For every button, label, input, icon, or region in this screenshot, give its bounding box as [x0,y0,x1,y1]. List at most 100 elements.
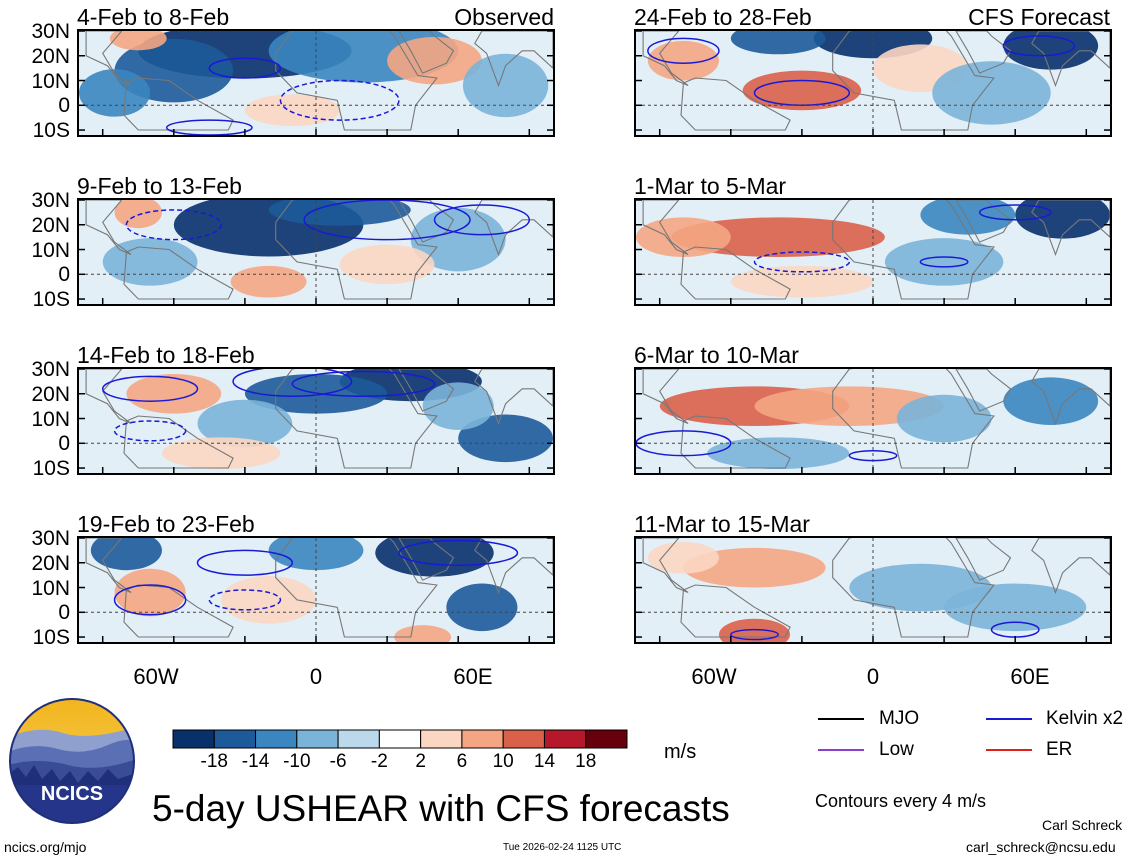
lat-tick-label: 10S [32,119,70,143]
legend-line-er [986,749,1032,751]
coastline [1031,200,1110,257]
map-panel-4feb-8feb [77,29,555,137]
map-svg [79,31,553,135]
lat-tick-label: 20N [31,44,70,68]
footer-url[interactable]: ncics.org/mjo [4,839,87,855]
colorbar-swatch [420,729,463,749]
coastline [1031,369,1110,426]
colorbar-swatch [172,729,215,749]
coastline [680,415,791,469]
shear-field-region [221,576,316,624]
shear-field-region [79,69,151,117]
shear-field-region [410,207,506,272]
panel-title: 19-Feb to 23-Feb [77,511,255,537]
panel-title: 9-Feb to 13-Feb [77,173,242,199]
shear-field-region [932,61,1051,125]
colorbar-label: -14 [241,751,270,772]
shear-field-region [754,386,945,426]
shear-field-region [742,70,862,111]
panel-tag: Observed [454,4,554,30]
map-panel-11mar-15mar [634,536,1112,644]
shear-field-region [458,414,553,463]
lat-tick-label: 0 [58,263,70,287]
kelvin-contour [279,79,400,121]
colorbar-label: -6 [329,751,347,772]
lat-tick-label: 0 [58,432,70,456]
shear-field-region [394,625,452,642]
shear-field-region [109,31,167,51]
kelvin-contour [208,57,282,79]
shear-field-region [1003,377,1099,425]
lon-tick-label: 60W [691,664,737,689]
colorbar-label: 18 [575,751,597,772]
coastline [123,77,234,131]
shear-field-region [636,217,731,257]
coastline [474,538,553,595]
coastline [955,369,1012,412]
map-svg [79,538,553,642]
lat-tick-label: 30N [31,20,70,43]
coastline [680,584,791,638]
shear-field-region [671,217,885,257]
footer-author: Carl Schreck [1042,817,1123,833]
lat-tick-label: 10S [32,288,70,312]
coastline [474,31,553,88]
colorbar-label: 14 [533,751,556,772]
map-svg [636,369,1110,473]
legend-label: Kelvin x2 [1046,708,1124,729]
coastline [642,200,689,256]
colorbar-label: -18 [200,751,228,772]
shear-field-region [161,437,281,470]
coastline [398,200,455,243]
legend-line-kelvin [986,718,1032,720]
shear-field-region [1015,200,1110,239]
shear-field-region [244,94,340,127]
kelvin-contour [113,420,187,442]
shear-field-region [387,36,482,85]
kelvin-contour [208,589,282,611]
kelvin-contour [753,79,851,107]
shear-field-region [462,53,549,118]
shear-field-region [114,568,186,617]
shear-field-region [126,373,222,414]
shear-field-region [339,244,435,285]
coastline [398,31,455,74]
legend-label: MJO [879,708,920,729]
shear-field-region [707,437,850,470]
colorbar-swatch [543,729,587,749]
coastline [85,369,132,425]
coastline [642,369,689,425]
kelvin-contour [291,370,436,397]
colorbar-swatch [585,729,628,749]
colorbar-swatch [502,729,545,749]
lat-tick-label: 10S [32,457,70,481]
lat-tick-label: 30N [31,358,70,381]
kelvin-contour [101,375,199,402]
panel-title: 6-Mar to 10-Mar [634,342,799,368]
shear-field-region [230,265,307,298]
lat-tick-label: 30N [31,189,70,212]
panel-tag: CFS Forecast [968,4,1110,30]
colorbar-label: 2 [415,751,426,772]
lat-tick-label: 10N [31,407,70,431]
coastline [1031,538,1110,595]
coastline [85,538,132,594]
lat-tick-label: 20N [31,213,70,237]
coastline [123,584,234,638]
panel-title: 24-Feb to 28-Feb [634,4,812,30]
lat-tick-label: 10N [31,69,70,93]
kelvin-contour [730,628,779,641]
logo-text: NCICS [41,783,103,805]
shear-field-region [102,238,198,286]
footer-email[interactable]: carl_schreck@ncsu.edu [966,839,1116,855]
shear-field-region [944,583,1087,632]
coastline [123,246,234,300]
lat-tick-label: 0 [58,94,70,118]
shear-field-region [896,394,992,443]
lon-tick-label: 60E [453,664,493,689]
map-panel-1mar-5mar [634,198,1112,306]
colorbar-swatch [213,729,257,749]
shear-field-region [197,399,293,448]
shear-field-region [730,265,873,298]
map-panel-19feb-23feb [77,536,555,644]
